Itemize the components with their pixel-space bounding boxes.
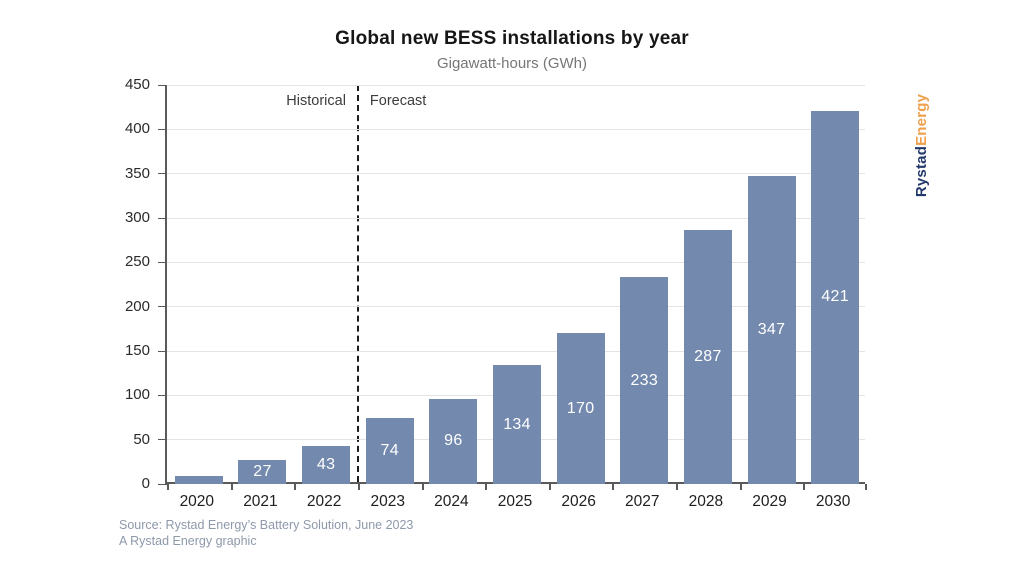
- y-axis-tick-label: 300: [124, 209, 150, 226]
- gridline: [167, 217, 865, 219]
- x-axis-category-label: 2029: [752, 493, 787, 510]
- bar-2024: 96: [429, 398, 478, 484]
- bar-value-label: 170: [566, 399, 595, 417]
- chart-title: Global new BESS installations by year: [335, 28, 689, 49]
- x-axis-tick: [739, 484, 742, 490]
- bar-2026: 170: [556, 333, 605, 484]
- x-axis-category-label: 2024: [434, 493, 469, 510]
- y-axis-tick-label: 0: [141, 475, 150, 492]
- y-axis-tick-label: 200: [124, 297, 150, 315]
- y-axis-tick: [158, 173, 167, 175]
- y-axis-tick-label: 350: [124, 164, 150, 182]
- x-axis-category-label: 2027: [625, 493, 660, 510]
- logo-rystad: Rystad: [913, 145, 931, 197]
- bar-2030: 421: [811, 110, 860, 484]
- x-axis-category-label: 2021: [243, 493, 278, 510]
- source-line-2: A Rystad Energy graphic: [119, 534, 257, 548]
- x-axis-tick: [548, 484, 551, 490]
- y-axis-tick-label: 400: [124, 120, 150, 138]
- x-axis-category-label: 2025: [497, 493, 533, 510]
- gridline: [167, 128, 865, 130]
- y-axis-labels: 0 50 100 150 200 250 300 350 400 450: [0, 76, 150, 492]
- logo-energy: Energy: [913, 93, 931, 146]
- y-axis-tick-label: 150: [124, 342, 150, 359]
- y-axis-tick-label: 50: [133, 430, 150, 448]
- bar-value-label: 421: [821, 288, 849, 306]
- x-axis-tick: [421, 484, 424, 490]
- x-axis-tick: [865, 484, 867, 490]
- x-axis-tick: [803, 484, 806, 490]
- x-axis-category-label: 2030: [815, 493, 851, 510]
- source-line-1: Source: Rystad Energy’s Battery Solution…: [119, 518, 414, 532]
- gridline: [167, 306, 865, 308]
- bar-2027: 233: [620, 277, 669, 484]
- chart-header: Global new BESS installations by year Gi…: [0, 28, 1024, 72]
- x-axis-tick: [294, 484, 297, 490]
- x-axis-tick: [167, 484, 169, 490]
- plot-area: Historical Forecast 27 43 74 96 134 170 233 287…: [158, 84, 867, 490]
- gridline: [167, 173, 865, 175]
- y-axis-tick: [158, 306, 167, 308]
- bar-2022: 43: [302, 445, 351, 484]
- bar-value-label: 233: [630, 371, 659, 389]
- y-axis-tick: [158, 261, 167, 263]
- y-axis-tick-label: 450: [124, 76, 150, 93]
- y-axis-tick: [158, 128, 167, 130]
- x-axis-category-label: 2020: [179, 493, 215, 510]
- bar-2021: 27: [238, 460, 287, 484]
- y-axis-tick: [158, 483, 167, 485]
- x-axis-tick: [230, 484, 233, 490]
- bar-2028: 287: [683, 229, 732, 484]
- x-axis-tick: [676, 484, 679, 490]
- historical-annotation: Historical: [286, 93, 346, 109]
- y-axis-tick: [158, 217, 167, 219]
- rystad-energy-logo-text: RystadEnergy: [914, 93, 931, 196]
- y-axis-tick: [158, 350, 167, 352]
- bar-value-label: 74: [380, 442, 399, 460]
- gridline: [167, 84, 865, 86]
- gridline: [167, 261, 865, 263]
- x-axis-category-label: 2022: [306, 493, 342, 510]
- bar-2025: 134: [493, 365, 541, 484]
- bar-value-label: 43: [316, 455, 336, 473]
- x-axis-tick: [612, 484, 615, 490]
- gridline: [167, 350, 865, 352]
- bar-2020: [174, 476, 223, 484]
- bar-2023: 74: [365, 418, 414, 484]
- bar-value-label: 134: [503, 415, 531, 433]
- x-axis-tick: [485, 484, 488, 490]
- forecast-divider-line: [356, 85, 359, 482]
- x-axis-labels: 2020 2021 2022 2023 2024 2025 2026 2027 2028 2029…: [165, 492, 865, 514]
- source-note: Source: Rystad Energy’s Battery Solution…: [119, 517, 413, 549]
- bar-2029: 347: [747, 176, 796, 484]
- rystad-energy-logo: RystadEnergy: [866, 90, 978, 200]
- y-axis-tick: [158, 394, 167, 396]
- x-axis-category-label: 2028: [688, 493, 724, 510]
- y-axis-tick: [158, 84, 167, 86]
- x-axis-tick: [357, 484, 360, 490]
- bar-value-label: 96: [444, 432, 463, 450]
- x-axis-category-label: 2023: [370, 493, 405, 510]
- y-axis-tick-label: 100: [124, 386, 150, 404]
- bar-value-label: 347: [757, 321, 786, 339]
- y-axis-tick: [158, 439, 167, 441]
- x-axis-category-label: 2026: [561, 493, 596, 510]
- bar-value-label: 287: [694, 347, 722, 365]
- forecast-annotation: Forecast: [369, 93, 427, 109]
- bar-value-label: 27: [253, 463, 272, 481]
- chart-subtitle: Gigawatt-hours (GWh): [436, 55, 588, 72]
- y-axis-tick-label: 250: [124, 253, 150, 271]
